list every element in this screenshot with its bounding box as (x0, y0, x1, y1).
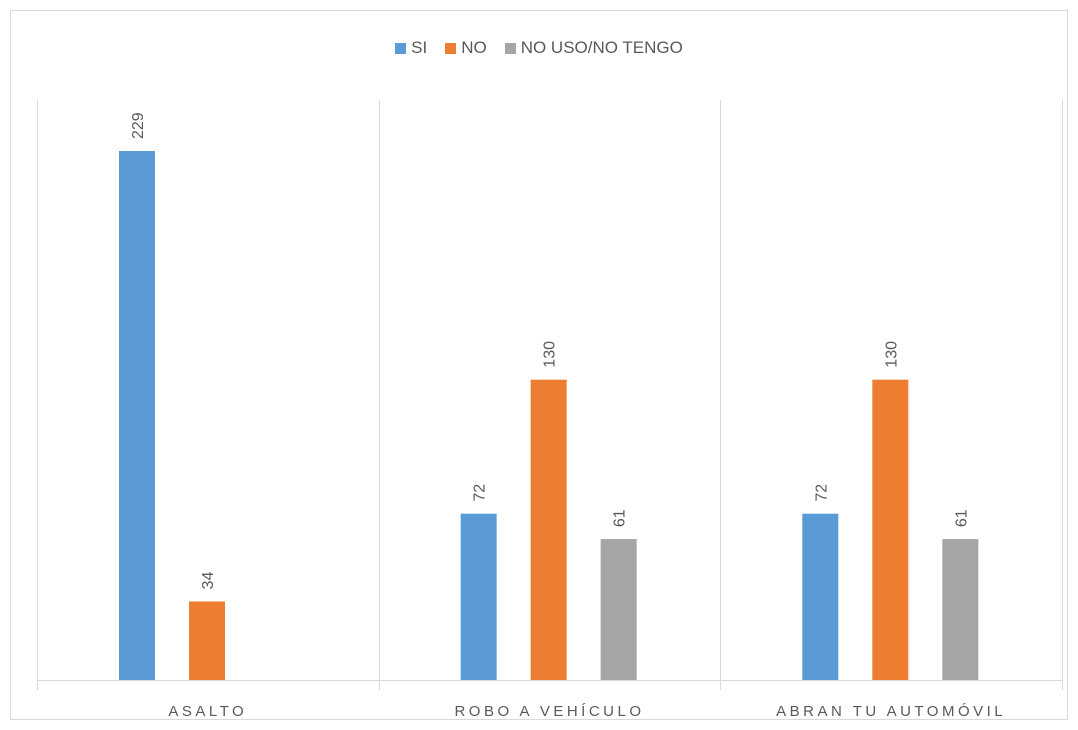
legend-item-no: NO (445, 38, 487, 58)
data-label: 229 (130, 112, 147, 139)
legend-item-si: SI (395, 38, 427, 58)
legend-item-no-uso: NO USO/NO TENGO (504, 38, 683, 58)
data-label: 130 (883, 341, 900, 368)
legend-label-si: SI (411, 38, 428, 57)
bar-si-0 (119, 151, 155, 680)
x-tick-label: ABRAN TU AUTOMÓVIL (776, 703, 1006, 720)
legend-label-no: NO (461, 38, 487, 57)
bar-no-uso-no-tengo-2 (942, 539, 979, 680)
chart-legend: SI NO NO USO/NO TENGO (0, 38, 1078, 58)
data-label: 61 (612, 509, 629, 527)
bar-no-2 (872, 379, 909, 680)
data-label: 72 (813, 484, 830, 502)
x-tick-label: ROBO A VEHÍCULO (454, 703, 644, 720)
bar-si-1 (460, 513, 497, 680)
data-label: 130 (542, 341, 559, 368)
legend-label-no-uso: NO USO/NO TENGO (520, 38, 683, 57)
legend-swatch-si (395, 42, 407, 54)
data-label: 72 (472, 484, 489, 502)
legend-swatch-no-uso (504, 42, 516, 54)
bar-si-2 (802, 513, 839, 680)
legend-swatch-no (445, 42, 457, 54)
data-label: 34 (200, 572, 217, 590)
data-label: 61 (953, 509, 970, 527)
bar-no-0 (189, 601, 225, 680)
x-tick-label: ASALTO (168, 703, 247, 720)
bar-no-uso-no-tengo-1 (600, 539, 637, 680)
bar-no-1 (530, 379, 567, 680)
